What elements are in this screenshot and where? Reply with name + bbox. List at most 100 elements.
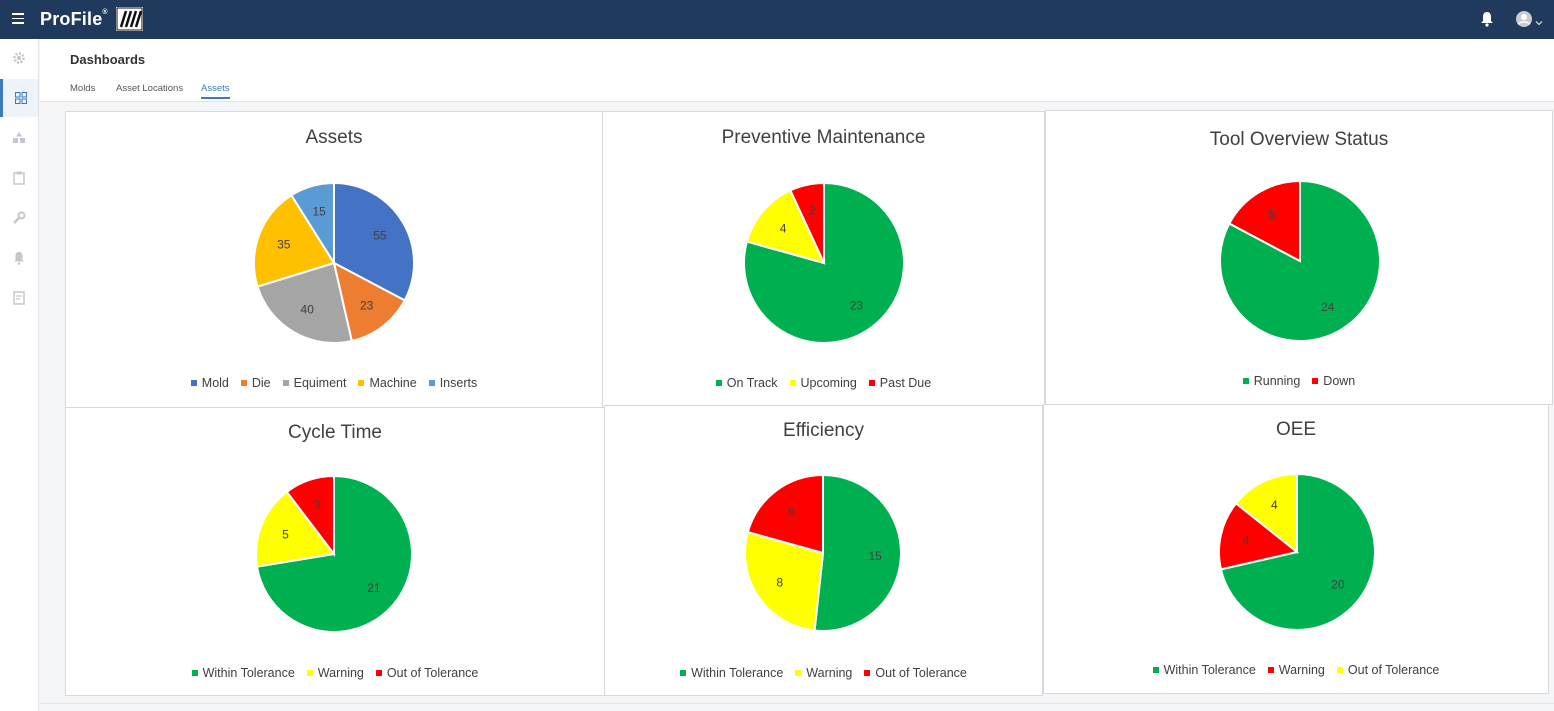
legend-item[interactable]: Down (1312, 374, 1355, 388)
slice-label: 23 (360, 299, 374, 313)
chart-panel-preventive-maintenance: Preventive Maintenance 23 4 2 On Track Upco… (602, 111, 1045, 408)
slice-label: 5 (282, 528, 289, 542)
hamburger-menu-icon[interactable] (12, 13, 24, 25)
legend-label: Out of Tolerance (1347, 663, 1440, 677)
slice-label: 4 (1271, 498, 1278, 512)
legend-swatch (428, 379, 435, 386)
shapes-icon (13, 132, 25, 143)
slice-label: 21 (367, 581, 381, 595)
legend-swatch (868, 379, 875, 386)
chart-title: Cycle Time (288, 422, 382, 443)
legend-swatch (306, 669, 313, 676)
top-bar: ProFile® (0, 0, 1554, 39)
chart-title: Tool Overview Status (1209, 129, 1389, 150)
sidebar-item-tasks[interactable] (0, 159, 38, 197)
chart-legend: Within Tolerance Warning Out of Tolerance (605, 666, 1042, 680)
legend-label: Within Tolerance (1163, 663, 1256, 677)
legend-item[interactable]: Within Tolerance (680, 666, 783, 680)
pie-slice-out-of-tolerance (1234, 472, 1298, 555)
legend-item[interactable]: Out of Tolerance (864, 666, 967, 680)
legend-swatch (864, 669, 871, 676)
slice-label: 6 (788, 504, 795, 518)
pie-chart: 21 5 3 (255, 474, 413, 633)
chart-title: OEE (1275, 419, 1317, 440)
legend-item[interactable]: Running (1242, 374, 1300, 388)
wrench-icon (13, 211, 26, 224)
tab-asset-locations[interactable]: Asset Locations (116, 83, 184, 94)
slice-label: 5 (1269, 208, 1276, 222)
slice-label: 20 (1331, 578, 1345, 592)
page-title: Dashboards (70, 52, 146, 67)
legend-swatch (789, 379, 796, 386)
dashboard-grid-icon (14, 92, 27, 104)
legend-swatch (358, 379, 365, 386)
chart-panel-tool-overview-status: Tool Overview Status 24 5 Running Down (1045, 110, 1553, 405)
user-avatar[interactable] (1516, 11, 1532, 27)
chart-legend: On Track Upcoming Past Due (603, 376, 1044, 390)
sidebar-item-alerts[interactable] (0, 239, 38, 277)
legend-item[interactable]: Warning (1267, 663, 1325, 677)
pie-chart: 55 23 40 35 15 (253, 181, 415, 344)
slice-label: 4 (1243, 533, 1250, 547)
legend-swatch (715, 379, 722, 386)
legend-item[interactable]: Out of Tolerance (375, 666, 479, 680)
legend-item[interactable]: Die (240, 376, 271, 390)
bottom-scroll-strip (40, 703, 1554, 711)
clipboard-icon (13, 171, 25, 185)
legend-item[interactable]: Past Due (868, 376, 932, 390)
slice-label: 23 (850, 299, 864, 313)
sidebar-item-settings[interactable] (0, 39, 38, 77)
chart-legend: Within Tolerance Warning Out of Tolerance (1044, 663, 1548, 677)
slice-label: 8 (776, 575, 783, 589)
legend-item[interactable]: Inserts (428, 376, 477, 390)
legend-item[interactable]: Within Tolerance (1152, 663, 1256, 677)
slice-label: 40 (301, 302, 315, 316)
legend-label: Warning (317, 666, 364, 680)
legend-label: Out of Tolerance (386, 666, 479, 680)
brand-trademark: ® (102, 9, 108, 16)
legend-item[interactable]: Upcoming (789, 376, 857, 390)
slice-label: 24 (1321, 300, 1335, 314)
chart-panel-cycle-time: Cycle Time 21 5 3 Within Tolerance Warning O… (65, 407, 605, 696)
pie-slice-equiment (256, 261, 353, 344)
report-icon (13, 291, 25, 305)
legend-swatch (680, 669, 687, 676)
legend-swatch (1267, 666, 1274, 673)
chart-panel-assets: Assets 55 23 40 35 15 Mold Die Equiment Machine… (65, 111, 603, 408)
legend-item[interactable]: Warning (795, 666, 852, 680)
pie-slice-mold (333, 181, 415, 302)
legend-label: Within Tolerance (691, 666, 784, 680)
legend-label: Die (251, 376, 271, 390)
legend-label: Past Due (879, 376, 932, 390)
tab-molds[interactable]: Molds (70, 83, 96, 94)
brand-logo: ProFile® (40, 9, 108, 30)
legend-item[interactable]: On Track (715, 376, 778, 390)
chart-title: Efficiency (783, 420, 864, 441)
legend-label: Machine (369, 376, 417, 390)
chart-panel-oee: OEE 20 4 4 Within Tolerance Warning Out of T… (1043, 404, 1549, 694)
sidebar-item-assets[interactable] (0, 119, 38, 157)
sidebar-item-dashboards[interactable] (0, 79, 38, 117)
legend-item[interactable]: Machine (358, 376, 417, 390)
slice-label: 2 (809, 204, 816, 218)
legend-item[interactable]: Within Tolerance (191, 666, 295, 680)
slice-label: 15 (312, 204, 326, 218)
chevron-down-icon[interactable] (1535, 14, 1543, 26)
legend-item[interactable]: Mold (190, 376, 229, 390)
pie-chart: 24 5 (1219, 179, 1381, 342)
pie-slice-past-due (789, 181, 825, 264)
chart-title: Assets (305, 127, 363, 148)
legend-swatch (1242, 377, 1249, 384)
sidebar-item-reports[interactable] (0, 279, 38, 317)
legend-item[interactable]: Equiment (282, 376, 347, 390)
legend-item[interactable]: Out of Tolerance (1336, 663, 1440, 677)
tab-assets[interactable]: Assets (201, 83, 230, 99)
legend-label: Equiment (293, 376, 347, 390)
sidebar-item-maintenance[interactable] (0, 199, 38, 237)
legend-item[interactable]: Warning (306, 666, 364, 680)
slice-label: 35 (277, 237, 291, 251)
chart-legend: Within Tolerance Warning Out of Tolerance (66, 666, 604, 680)
notification-bell-icon[interactable] (1480, 11, 1494, 27)
